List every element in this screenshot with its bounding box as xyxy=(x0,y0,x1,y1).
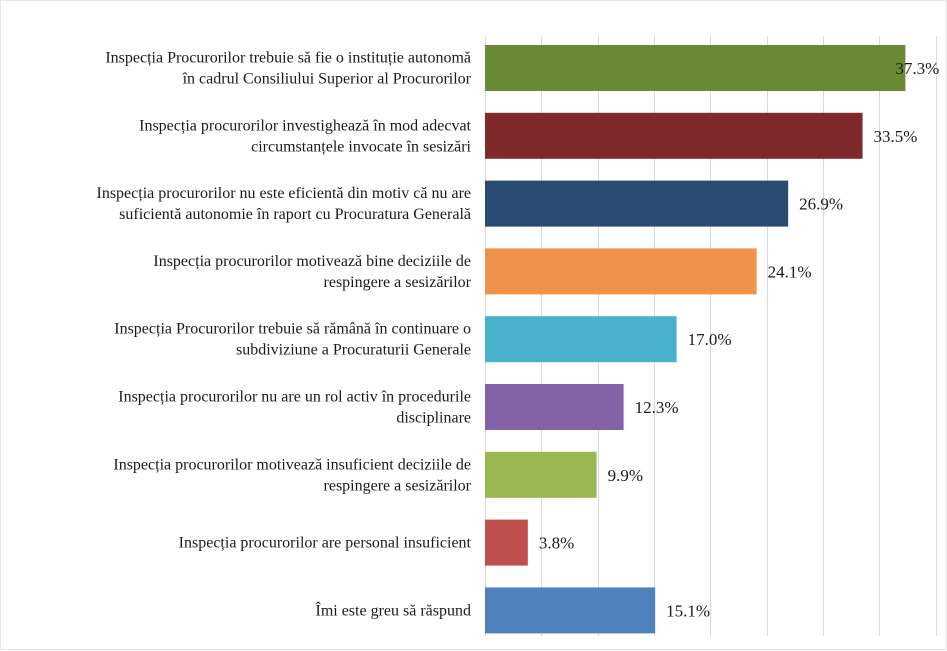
data-label: 15.1% xyxy=(666,601,710,620)
category-labels: Inspecția Procurorilor trebuie să fie o … xyxy=(96,50,471,620)
category-label-line: Îmi este greu să răspund xyxy=(315,600,471,619)
data-label: 9.9% xyxy=(608,466,643,485)
category-label: Inspecția procurorilor motivează insufic… xyxy=(113,456,471,494)
category-label-line: suficientă autonomie în raport cu Procur… xyxy=(119,206,471,223)
value-labels: 37.3% 33.5% 26.9% 24.1% 17.0% 12.3% 9.9% 3.8% 15… xyxy=(539,59,939,620)
category-label-line: respingere a sesizărilor xyxy=(324,274,472,291)
category-label: Inspecția procurorilor investighează în … xyxy=(139,117,471,155)
data-label: 26.9% xyxy=(799,195,843,214)
category-label: Inspecția procurorilor nu are un rol act… xyxy=(118,389,471,427)
category-label: Inspecția Procurorilor trebuie să fie o … xyxy=(105,50,471,88)
data-label: 3.8% xyxy=(539,534,574,553)
category-label: Inspecția procurorilor are personal insu… xyxy=(179,535,472,552)
bar xyxy=(485,519,528,566)
data-label: 33.5% xyxy=(874,127,918,146)
category-label-line: Inspecția procurorilor motivează insufic… xyxy=(113,456,471,473)
category-label-line: Inspecția procurorilor nu are un rol act… xyxy=(118,389,471,406)
data-label: 17.0% xyxy=(688,330,732,349)
bar xyxy=(485,45,906,91)
category-label-line: disciplinare xyxy=(396,410,471,427)
category-label-line: în cadrul Consiliului Superior al Procur… xyxy=(182,71,472,88)
category-label-line: Inspecția procurorilor nu este eficientă… xyxy=(96,185,471,202)
category-label-line: circumstanțele invocate în sesizări xyxy=(251,138,471,155)
bar xyxy=(485,316,677,363)
category-label-line: Inspecția Procurorilor trebuie să fie o … xyxy=(105,50,471,67)
data-label: 37.3% xyxy=(895,59,939,78)
category-label-line: Inspecția procurorilor are personal insu… xyxy=(179,535,472,552)
bars xyxy=(485,45,906,634)
category-label-line: respingere a sesizărilor xyxy=(324,477,472,494)
category-label-line: Inspecția procurorilor investighează în … xyxy=(139,117,471,134)
category-label: Inspecția procurorilor motivează bine de… xyxy=(153,253,471,291)
data-label: 12.3% xyxy=(635,398,679,417)
bar xyxy=(485,112,863,159)
bar xyxy=(485,384,624,430)
category-label-line: Inspecția procurorilor motivează bine de… xyxy=(153,253,471,270)
category-label-line: subdiviziune a Procuraturii Generale xyxy=(236,342,471,359)
category-label-line: Inspecția Procurorilor trebuie să rămână… xyxy=(114,321,471,338)
data-label: 24.1% xyxy=(768,262,812,281)
bar xyxy=(485,248,757,295)
category-label: Inspecția Procurorilor trebuie să rămână… xyxy=(114,321,471,359)
bar xyxy=(485,587,656,634)
bar xyxy=(485,180,789,227)
bar xyxy=(485,451,597,498)
category-label: Îmi este greu să răspund xyxy=(315,600,471,619)
category-label: Inspecția procurorilor nu este eficientă… xyxy=(96,185,471,223)
